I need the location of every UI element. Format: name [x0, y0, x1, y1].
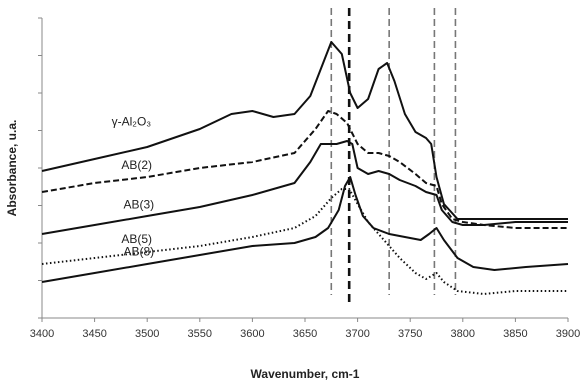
y-axis-title: Absorbance, u.a.	[5, 120, 19, 217]
series-line	[41, 140, 568, 235]
x-tick-label: 3450	[82, 328, 106, 340]
series-lines	[41, 41, 569, 295]
x-tick-label: 3600	[240, 328, 264, 340]
x-tick-label: 3550	[188, 328, 212, 340]
reference-lines	[330, 8, 457, 305]
x-tick-label: 3700	[345, 328, 369, 340]
x-axis-title: Wavenumber, cm-1	[251, 367, 360, 381]
x-tick-label: 3400	[30, 328, 54, 340]
series-labels: γ-Al₂O₃ AB(2) AB(3) AB(5)AB(8)	[112, 115, 154, 259]
series-label: AB(5)	[121, 232, 152, 246]
y-axis-ticks	[38, 17, 42, 319]
x-tick-label: 3650	[293, 328, 317, 340]
x-tick-label: 3850	[503, 328, 527, 340]
series-line	[41, 176, 569, 283]
x-axis-ticks: 3400 3450 3500 3550 3600 3650 3700 3750 3800 3850…	[30, 318, 580, 340]
x-tick-label: 3800	[451, 328, 475, 340]
series-label: AB(3)	[123, 197, 154, 211]
x-tick-label: 3500	[135, 328, 159, 340]
x-tick-label: 3750	[398, 328, 422, 340]
series-line	[41, 41, 568, 220]
series-label: γ-Al₂O₃	[112, 115, 152, 129]
x-tick-label: 3900	[556, 328, 580, 340]
series-line	[41, 110, 568, 229]
series-label: AB(2)	[121, 158, 152, 172]
series-label: AB(8)	[123, 244, 154, 258]
